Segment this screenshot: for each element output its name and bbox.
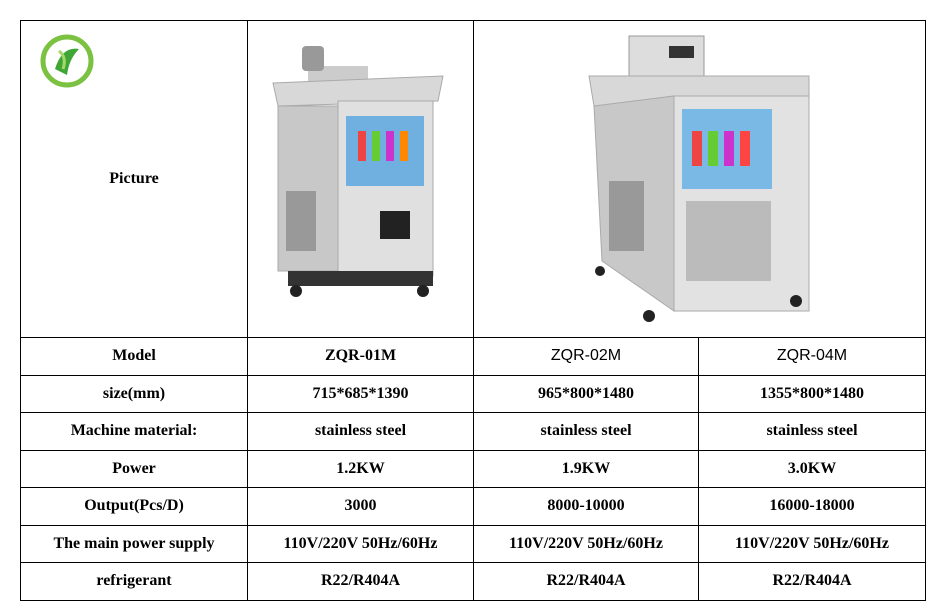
row-label: refrigerant (20, 562, 248, 601)
spec-row: size(mm) 715*685*1390 965*800*1480 1355*800… (20, 374, 926, 413)
row-value: ZQR-02M (473, 337, 699, 376)
picture-row: Picture (20, 20, 926, 338)
row-label: Model (20, 337, 248, 376)
spec-row: The main power supply 110V/220V 50Hz/60Hz… (20, 524, 926, 563)
picture-label-cell: Picture (20, 20, 248, 338)
row-value: 16000-18000 (698, 487, 926, 526)
row-label: Power (20, 449, 248, 488)
row-value: 965*800*1480 (473, 374, 699, 413)
spec-table: Picture (20, 20, 926, 601)
row-value: R22/R404A (698, 562, 926, 601)
spec-row: Output(Pcs/D) 3000 8000-10000 16000-18000 (20, 487, 926, 526)
row-value: 1.9KW (473, 449, 699, 488)
row-value: 110V/220V 50Hz/60Hz (247, 524, 474, 563)
row-value: 110V/220V 50Hz/60Hz (473, 524, 699, 563)
row-value: stainless steel (698, 412, 926, 451)
picture-cell (473, 20, 926, 338)
row-value: 3000 (247, 487, 474, 526)
row-value: 8000-10000 (473, 487, 699, 526)
row-value: 110V/220V 50Hz/60Hz (698, 524, 926, 563)
row-label: size(mm) (20, 374, 248, 413)
picture-cell (247, 20, 474, 338)
machine-image (272, 46, 444, 297)
picture-label: Picture (109, 170, 159, 187)
row-label: Machine material: (20, 412, 248, 451)
row-value: stainless steel (247, 412, 474, 451)
row-value: stainless steel (473, 412, 699, 451)
row-value: R22/R404A (247, 562, 474, 601)
row-value: R22/R404A (473, 562, 699, 601)
logo (40, 34, 94, 88)
machine-image (588, 35, 810, 322)
row-value: ZQR-04M (698, 337, 926, 376)
row-label: Output(Pcs/D) (20, 487, 248, 526)
spec-row: Machine material: stainless steel stainles… (20, 412, 926, 451)
spec-row: Model ZQR-01M ZQR-02M ZQR-04M (20, 337, 926, 376)
spec-row: Power 1.2KW 1.9KW 3.0KW (20, 449, 926, 488)
row-value: 3.0KW (698, 449, 926, 488)
row-label: The main power supply (20, 524, 248, 563)
row-value: ZQR-01M (247, 337, 474, 376)
spec-row: refrigerant R22/R404A R22/R404A R22/R404A (20, 562, 926, 601)
row-value: 715*685*1390 (247, 374, 474, 413)
row-value: 1355*800*1480 (698, 374, 926, 413)
row-value: 1.2KW (247, 449, 474, 488)
